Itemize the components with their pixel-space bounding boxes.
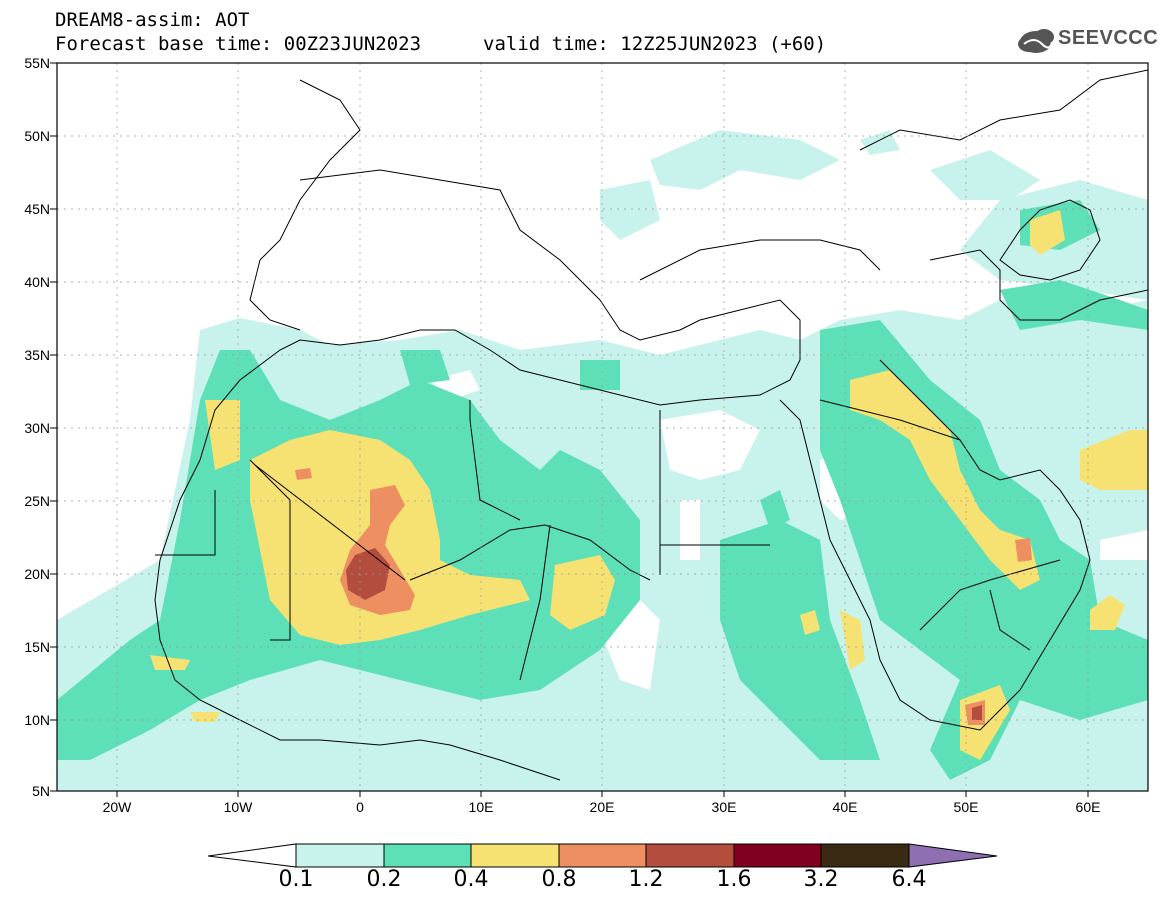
cloud-icon xyxy=(1018,29,1054,53)
colorbar-swatch xyxy=(295,843,385,868)
logo-text: SEEVCCC xyxy=(1058,27,1159,49)
lon-label: 10E xyxy=(468,799,494,815)
colorbar-label: 6.4 xyxy=(891,867,927,892)
forecast-base-time: Forecast base time: 00Z23JUN2023 xyxy=(55,33,422,55)
aot-shading xyxy=(57,130,1148,791)
lat-label: 5N xyxy=(32,783,50,799)
map-title: DREAM8-assim: AOT xyxy=(55,9,250,31)
colorbar-swatch xyxy=(383,843,472,868)
colorbar-swatch xyxy=(820,843,910,868)
colorbar-label: 0.1 xyxy=(278,867,314,892)
colorbar-label: 0.4 xyxy=(453,867,489,892)
colorbar-swatch xyxy=(558,843,647,868)
lat-label: 25N xyxy=(24,493,50,509)
lat-label: 15N xyxy=(24,639,50,655)
lat-label: 55N xyxy=(24,55,50,71)
colorbar-label: 3.2 xyxy=(803,867,839,892)
lat-label: 40N xyxy=(24,274,50,290)
colorbar-swatch xyxy=(470,843,560,868)
lon-label: 40E xyxy=(832,799,858,815)
lat-label: 10N xyxy=(24,712,50,728)
aot-level-1.2 xyxy=(346,548,982,720)
lat-label: 30N xyxy=(24,420,50,436)
lon-label: 0 xyxy=(356,799,364,815)
lon-label: 10W xyxy=(223,799,253,815)
lat-label: 20N xyxy=(24,566,50,582)
axis-ticks xyxy=(50,62,1089,797)
colorbar-label: 1.2 xyxy=(628,867,664,892)
lat-label: 50N xyxy=(24,128,50,144)
colorbar-label: 0.2 xyxy=(366,867,402,892)
colorbar-swatch xyxy=(733,843,822,868)
colorbar-label: 0.8 xyxy=(541,867,577,892)
lon-label: 20W xyxy=(102,799,132,815)
lat-label: 35N xyxy=(24,347,50,363)
lon-label: 50E xyxy=(953,799,979,815)
seevccc-logo xyxy=(1018,29,1054,53)
colorbar-label: 1.6 xyxy=(716,867,752,892)
lat-label: 45N xyxy=(24,201,50,217)
lon-label: 20E xyxy=(589,799,615,815)
lon-label: 60E xyxy=(1075,799,1101,815)
colorbar-swatch xyxy=(645,843,735,868)
lon-label: 30E xyxy=(711,799,737,815)
valid-time: valid time: 12Z25JUN2023 (+60) xyxy=(483,33,827,55)
graticule xyxy=(57,63,1148,791)
aot-level-0.4 xyxy=(150,210,1148,760)
colorbar-above-triangle xyxy=(908,843,998,868)
colorbar-below-triangle xyxy=(207,843,297,868)
